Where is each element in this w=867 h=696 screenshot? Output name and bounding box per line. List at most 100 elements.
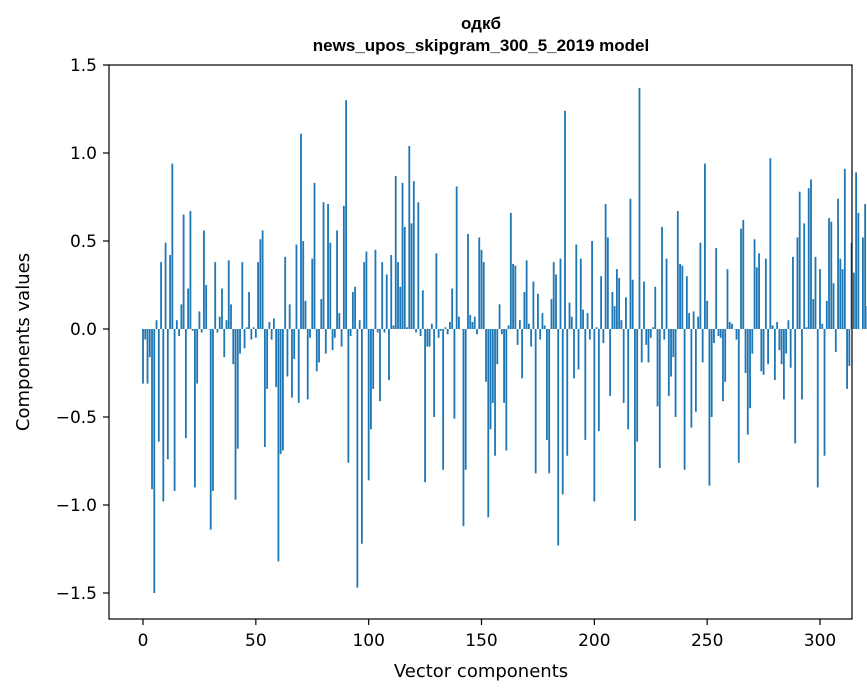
bar xyxy=(315,329,318,372)
bar xyxy=(837,198,839,329)
bar xyxy=(446,329,449,335)
x-tick-label: 100 xyxy=(352,631,384,651)
bar xyxy=(227,260,230,329)
bar xyxy=(767,329,769,365)
bar xyxy=(424,329,426,483)
bar xyxy=(625,297,627,329)
bar xyxy=(789,329,792,368)
bar xyxy=(758,253,760,329)
bar xyxy=(792,256,794,329)
bar xyxy=(203,230,205,329)
bar xyxy=(160,262,162,329)
bar xyxy=(636,329,639,442)
bar xyxy=(383,329,386,333)
bar xyxy=(216,329,219,333)
bar xyxy=(327,204,329,329)
bar xyxy=(830,221,833,329)
bar xyxy=(252,327,255,329)
bar xyxy=(706,300,709,329)
x-tick-label: 200 xyxy=(578,631,610,651)
bar xyxy=(708,329,711,486)
bar xyxy=(600,276,603,329)
bar xyxy=(685,276,688,329)
bar xyxy=(401,182,404,329)
bar xyxy=(248,292,250,329)
y-axis-label: Components values xyxy=(13,253,34,431)
bar xyxy=(148,329,151,358)
bar xyxy=(760,329,763,372)
bar xyxy=(722,329,724,402)
bar xyxy=(762,329,765,375)
bar xyxy=(681,265,684,329)
bar xyxy=(638,87,641,329)
bar xyxy=(426,329,429,347)
bar xyxy=(153,329,156,593)
bar xyxy=(412,181,415,329)
bar xyxy=(679,263,681,329)
bar xyxy=(286,329,289,377)
bar xyxy=(365,251,368,329)
bar xyxy=(415,329,417,333)
bar xyxy=(214,262,217,329)
bar xyxy=(593,329,596,502)
bar xyxy=(645,329,648,345)
bar xyxy=(764,258,767,329)
bar xyxy=(356,329,359,588)
bar xyxy=(841,269,844,329)
bar xyxy=(392,325,395,329)
bar xyxy=(347,329,350,463)
bar xyxy=(514,265,517,329)
bar xyxy=(742,219,745,329)
bar xyxy=(715,248,718,329)
bar xyxy=(496,329,499,365)
bar xyxy=(169,255,171,329)
bar xyxy=(482,262,485,329)
bar xyxy=(173,329,176,491)
bar xyxy=(550,299,553,329)
bar xyxy=(467,233,469,329)
bar xyxy=(198,311,201,329)
bar xyxy=(451,288,454,329)
bar xyxy=(561,329,564,495)
bar xyxy=(627,329,630,430)
bar xyxy=(658,329,661,469)
y-tick-label: −1.0 xyxy=(56,496,97,516)
bar xyxy=(342,205,345,329)
bar xyxy=(616,269,618,329)
bar xyxy=(577,329,580,370)
bar xyxy=(620,320,623,329)
bar xyxy=(649,329,652,338)
bar xyxy=(548,329,551,474)
bar xyxy=(570,316,573,329)
bar xyxy=(591,241,593,329)
bar xyxy=(476,329,478,335)
bar xyxy=(541,313,544,329)
bar xyxy=(182,214,185,329)
bar xyxy=(773,329,776,381)
bar xyxy=(322,202,325,329)
bar xyxy=(480,249,483,329)
bar xyxy=(776,321,779,329)
bar xyxy=(661,226,663,329)
bar xyxy=(552,262,555,329)
bar xyxy=(670,329,672,377)
bar xyxy=(295,244,298,329)
bar xyxy=(861,237,864,329)
bar xyxy=(855,172,858,329)
bar xyxy=(516,329,519,345)
bar xyxy=(647,329,650,363)
bar xyxy=(825,300,828,329)
y-tick-label: 1.5 xyxy=(70,56,97,76)
bar xyxy=(469,314,472,329)
bar xyxy=(363,262,366,329)
bar xyxy=(250,329,253,340)
bar xyxy=(442,329,445,470)
bar xyxy=(537,293,539,329)
bar xyxy=(746,329,749,435)
bar xyxy=(453,329,456,419)
bar xyxy=(690,329,693,428)
bar xyxy=(370,329,372,430)
bar xyxy=(381,262,384,329)
bar xyxy=(852,272,855,329)
bar xyxy=(512,263,514,329)
